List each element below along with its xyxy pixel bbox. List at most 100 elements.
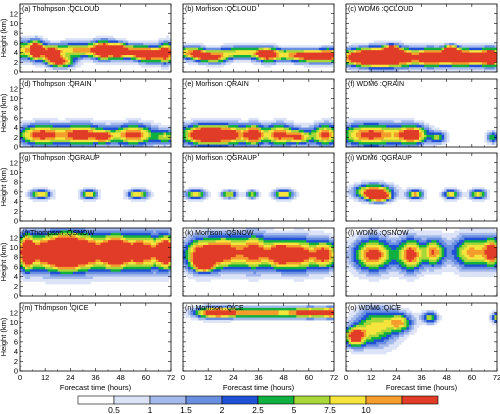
contour-cell xyxy=(348,144,352,147)
contour-cell xyxy=(250,194,254,198)
contour-cell xyxy=(303,127,307,131)
contour-cell xyxy=(323,52,327,56)
contour-cell xyxy=(491,50,495,53)
contour-cell xyxy=(163,144,167,147)
contour-cell xyxy=(135,125,139,128)
contour-cell xyxy=(378,199,382,202)
contour-cell xyxy=(408,55,412,58)
contour-cell xyxy=(398,194,402,198)
contour-cell xyxy=(243,139,247,143)
contour-cell xyxy=(213,122,217,126)
contour-cell xyxy=(388,132,392,136)
contour-cell xyxy=(25,35,28,39)
contour-cell xyxy=(371,55,375,58)
contour-cell xyxy=(140,57,144,61)
contour-cell xyxy=(87,120,91,124)
contour-cell xyxy=(418,42,422,46)
contour-cell xyxy=(45,132,49,136)
contour-cell xyxy=(108,122,111,126)
contour-cell xyxy=(215,52,219,56)
contour-cell xyxy=(418,45,422,49)
contour-cell xyxy=(286,120,290,124)
contour-cell xyxy=(348,184,352,188)
contour-cell xyxy=(40,127,44,131)
contour-cell xyxy=(208,52,212,56)
contour-cell xyxy=(489,50,493,53)
contour-cell xyxy=(411,45,415,49)
contour-cell xyxy=(351,67,354,70)
contour-cell xyxy=(35,139,39,143)
contour-cell xyxy=(22,40,26,44)
contour-cell xyxy=(434,50,437,53)
contour-cell xyxy=(75,45,79,49)
contour-cell xyxy=(32,249,36,253)
contour-cell xyxy=(135,187,139,190)
contour-cell xyxy=(464,67,468,70)
contour-cell xyxy=(328,127,332,131)
contour-cell xyxy=(65,52,69,56)
contour-cell xyxy=(103,132,106,136)
contour-cell xyxy=(464,47,468,51)
contour-cell xyxy=(371,45,375,49)
contour-cell xyxy=(67,52,71,56)
contour-cell xyxy=(55,125,59,128)
contour-cell xyxy=(200,55,204,58)
contour-cell xyxy=(331,134,334,138)
contour-cell xyxy=(253,125,257,128)
contour-cell xyxy=(444,42,448,46)
contour-cell xyxy=(398,134,402,138)
contour-cell xyxy=(80,59,84,63)
contour-cell xyxy=(85,132,89,136)
contour-cell xyxy=(193,42,196,46)
contour-cell xyxy=(368,142,372,145)
contour-cell xyxy=(489,42,493,46)
contour-cell xyxy=(361,201,365,205)
contour-cell xyxy=(168,38,171,41)
contour-cell xyxy=(293,137,297,141)
contour-cell xyxy=(130,139,134,143)
contour-cell xyxy=(318,52,322,56)
contour-cell xyxy=(70,42,74,46)
contour-cell xyxy=(198,47,202,51)
contour-cell xyxy=(47,57,51,61)
contour-cell xyxy=(220,117,224,121)
contour-cell xyxy=(235,45,239,49)
contour-cell xyxy=(110,122,114,126)
contour-cell xyxy=(298,139,302,143)
contour-cell xyxy=(286,62,290,66)
contour-cell xyxy=(266,50,269,53)
contour-cell xyxy=(238,134,242,138)
contour-cell xyxy=(406,144,410,147)
contour-cell xyxy=(75,132,79,136)
contour-cell xyxy=(130,187,134,190)
contour-cell xyxy=(210,142,214,145)
contour-cell xyxy=(323,62,327,66)
contour-cell xyxy=(408,130,412,133)
contour-cell xyxy=(316,127,320,131)
contour-cell xyxy=(288,125,292,128)
contour-cell xyxy=(383,42,387,46)
contour-cell xyxy=(150,40,154,44)
contour-cell xyxy=(298,134,302,138)
contour-cell xyxy=(393,120,397,124)
contour-cell xyxy=(361,69,365,72)
contour-cell xyxy=(113,142,117,145)
contour-cell xyxy=(276,45,280,49)
contour-cell xyxy=(113,50,117,53)
contour-cell xyxy=(471,199,475,202)
contour-cell xyxy=(188,130,191,133)
contour-cell xyxy=(47,132,51,136)
contour-cell xyxy=(138,57,142,61)
contour-cell xyxy=(70,55,74,58)
contour-cell xyxy=(220,134,224,138)
contour-cell xyxy=(115,62,119,66)
contour-cell xyxy=(396,137,400,141)
contour-cell xyxy=(118,134,122,138)
contour-cell xyxy=(133,42,137,46)
contour-cell xyxy=(451,196,455,200)
contour-cell xyxy=(240,191,244,195)
contour-cell xyxy=(115,42,119,46)
contour-cell xyxy=(150,139,154,143)
contour-cell xyxy=(358,57,362,61)
contour-cell xyxy=(223,62,227,66)
